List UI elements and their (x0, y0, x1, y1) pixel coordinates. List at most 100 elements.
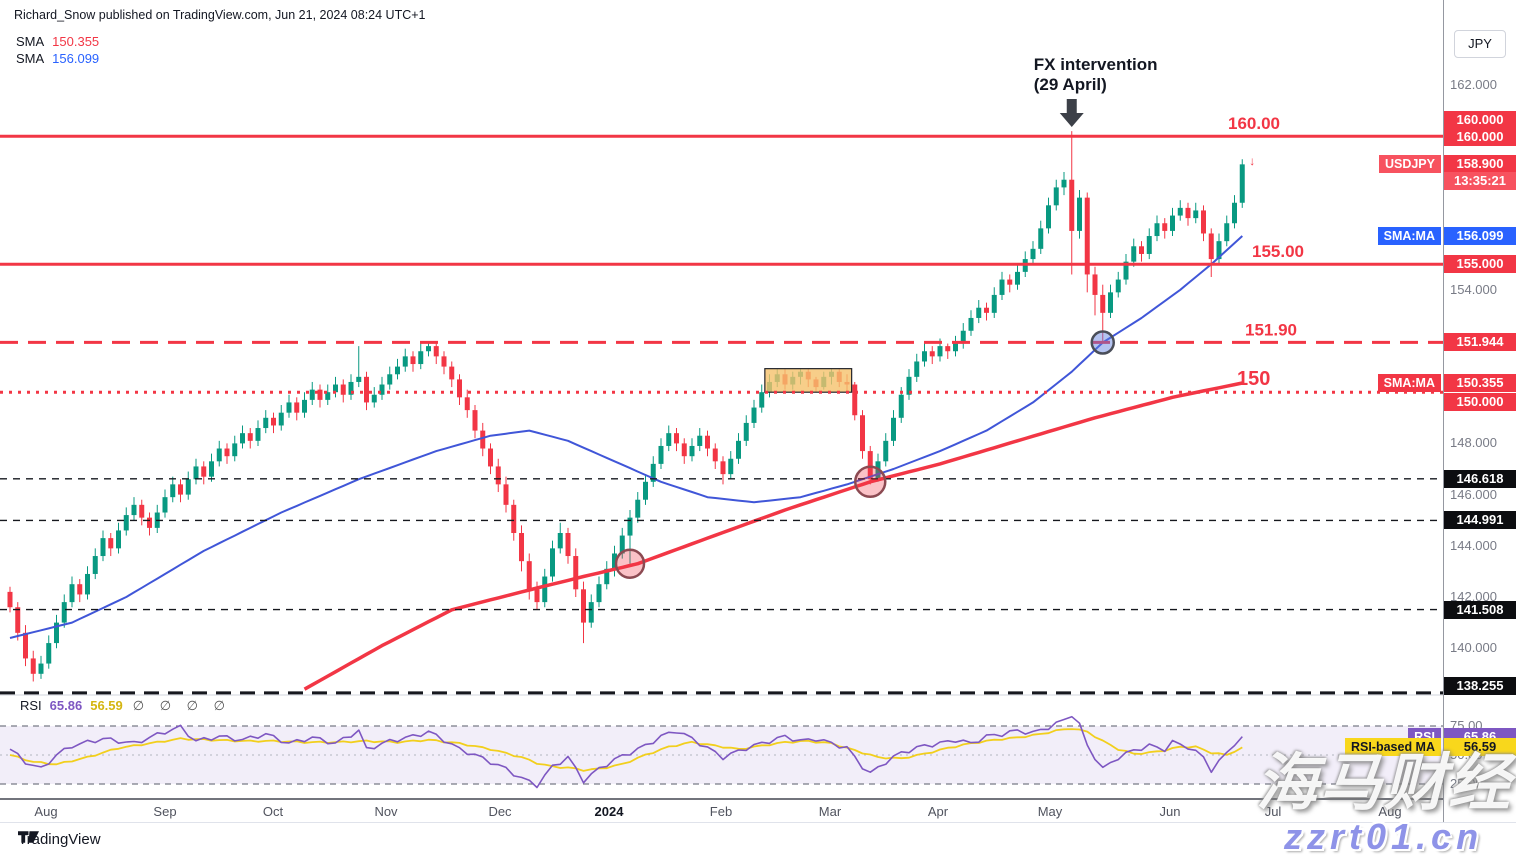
candle-body (185, 479, 191, 495)
candle-body (1077, 197, 1082, 231)
last-price-marker: ↓ (1249, 154, 1255, 168)
price-axis-tick: 148.000 (1450, 435, 1497, 451)
main-chart-canvas[interactable]: 160.00 155.00 151.90 150 ↓ (0, 0, 1443, 800)
candle-body (348, 381, 354, 395)
candle-body (325, 392, 331, 400)
fx-intervention-arrow (1059, 113, 1084, 127)
sma-label: SMA (16, 34, 45, 49)
candle-body (883, 440, 889, 462)
rsi-settings-icons[interactable]: ∅ ∅ ∅ ∅ (132, 698, 231, 713)
candle-body (271, 417, 276, 426)
candle-body (542, 576, 548, 603)
candle-body (976, 307, 982, 318)
time-axis-label: Aug (1378, 804, 1402, 819)
candle-body (418, 351, 424, 365)
price-axis-badge: 144.991 (1444, 511, 1516, 530)
candle-body (643, 481, 648, 500)
candle-body (263, 417, 269, 429)
candle-body (588, 602, 594, 623)
candle-body (1108, 292, 1113, 313)
candle-body (472, 410, 478, 431)
currency-toggle-button[interactable]: JPY (1454, 30, 1506, 58)
candle-body (1201, 210, 1206, 234)
indicator-legend: SMA 150.355 SMA 156.099 (16, 33, 99, 67)
candle-body (666, 433, 672, 446)
rsi-axis-tick: 25.00 (1450, 776, 1483, 791)
candle-body (891, 417, 896, 441)
candle-body (1193, 210, 1199, 219)
event-highlight-circle (854, 465, 887, 499)
symbol-axis-chip: USDJPY (1378, 155, 1441, 174)
time-axis[interactable]: Aug Sep Oct Nov Dec 2024 Feb Mar Apr May Jun Jul Aug (0, 800, 1443, 822)
candle-body (860, 415, 865, 452)
candle-body (898, 394, 904, 418)
candle-body (503, 484, 509, 505)
price-axis-tick: 142.000 (1450, 589, 1497, 604)
candle-body (232, 443, 238, 457)
candle-body (1162, 223, 1168, 231)
candle-body (309, 389, 315, 400)
last-price-badge: 158.900 (1444, 155, 1516, 174)
fx-annotation-line2: (29 April) (1033, 75, 1107, 94)
candle-body (193, 466, 199, 480)
candle-body (38, 663, 44, 674)
time-axis-label: 2024 (594, 804, 624, 819)
candle-body (511, 504, 517, 533)
candle-body (333, 384, 338, 393)
sma-legend-row: SMA 150.355 (16, 33, 99, 50)
candle-body (495, 466, 501, 485)
candle-body (867, 451, 873, 480)
price-axis-badge: 151.944 (1444, 333, 1516, 352)
candle-body (1007, 279, 1013, 285)
candle-body (736, 440, 741, 459)
price-axis-badge: 141.508 (1444, 600, 1516, 619)
price-level-label: 160.00 (1228, 114, 1280, 133)
candle-body (100, 538, 106, 557)
candle-body (77, 584, 83, 595)
candle-body (7, 591, 13, 608)
candle-body (728, 458, 734, 475)
candle-body (1224, 223, 1230, 242)
candle-body (914, 361, 920, 377)
candle-body (612, 553, 617, 569)
price-axis-badge: 138.255 (1444, 676, 1516, 695)
candle-body (1061, 179, 1067, 188)
candle-body (705, 435, 710, 449)
price-axis-tick: 146.000 (1450, 486, 1497, 502)
time-axis-label: May (1037, 804, 1063, 819)
candle-body (565, 533, 571, 557)
candle-body (658, 445, 664, 464)
candle-body (209, 461, 214, 477)
candle-body (674, 433, 679, 444)
tradingview-logo[interactable]: TradingView (18, 831, 101, 848)
candle-body (968, 317, 974, 331)
price-axis-badge: 160.000 (1444, 128, 1516, 147)
candle-body (1216, 241, 1222, 260)
candle-body (960, 330, 966, 344)
candle-body (162, 497, 168, 513)
candle-body (488, 448, 493, 467)
candle-body (294, 402, 300, 413)
time-axis-label: Feb (709, 804, 733, 819)
candle-body (596, 584, 602, 603)
candle-body (302, 399, 307, 413)
candle-body (573, 556, 579, 590)
candle-body (54, 622, 59, 644)
fx-annotation-line1: FX intervention (1033, 55, 1158, 74)
candle-body (1092, 274, 1098, 295)
candle-body (534, 589, 540, 603)
candle-body (356, 376, 362, 382)
candle-body (116, 530, 121, 549)
price-axis-tick: 162.000 (1450, 77, 1497, 92)
candle-body (449, 366, 455, 380)
sma-legend-row: SMA 156.099 (16, 50, 99, 67)
price-axis-badge: 160.000 (1444, 111, 1516, 130)
rsi-pane-header: RSI 65.86 56.59 ∅ ∅ ∅ ∅ (20, 698, 231, 714)
candle-body (526, 561, 532, 590)
candle-body (999, 279, 1005, 295)
candle-body (170, 484, 176, 498)
tradingview-logo-text: TradingView (18, 831, 101, 848)
sma-slow-line (303, 381, 1243, 691)
candle-body (402, 356, 408, 367)
candle-body (984, 307, 989, 313)
